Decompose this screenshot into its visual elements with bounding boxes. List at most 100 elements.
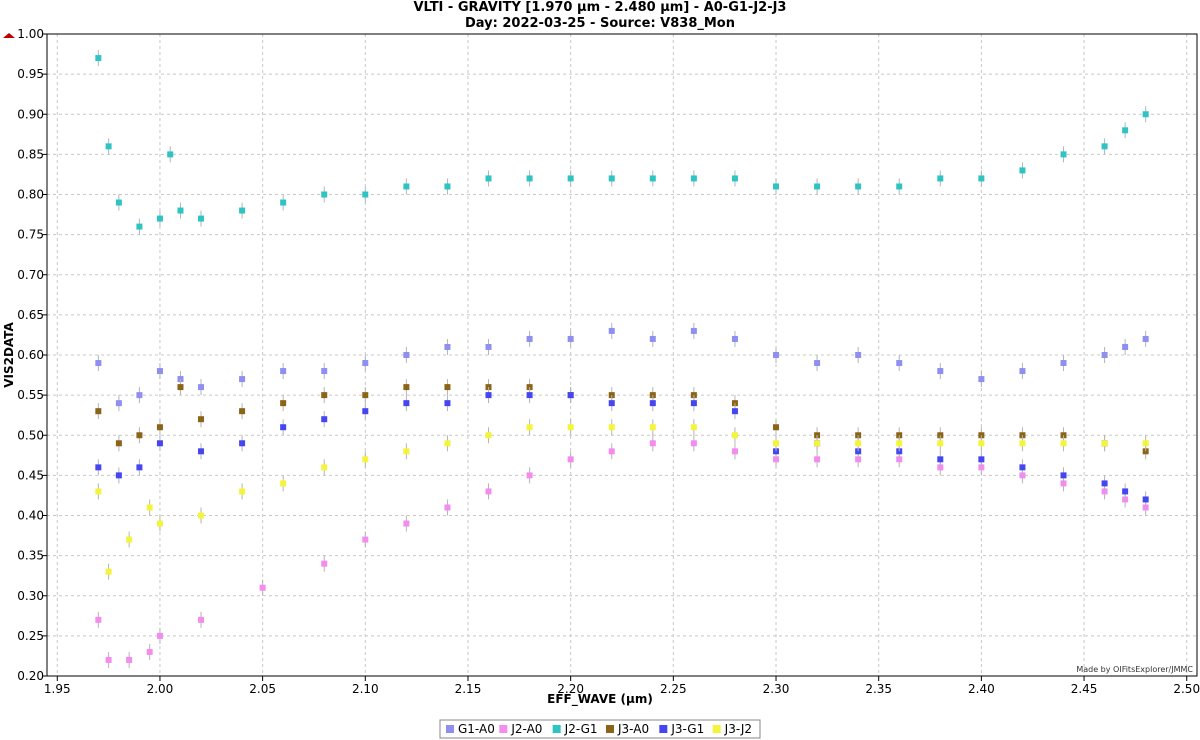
series-j2-g1	[95, 50, 1149, 235]
legend-label: G1-A0	[458, 722, 495, 736]
series-j3-a0	[95, 379, 1149, 460]
credit-text: Made by OIFitsExplorer/JMMC	[1076, 665, 1193, 674]
data-point	[978, 464, 985, 471]
data-point	[280, 199, 287, 206]
data-point	[177, 384, 184, 391]
x-tick-label: 2.45	[1071, 682, 1098, 696]
data-point	[1019, 432, 1026, 439]
x-tick-label: 2.40	[968, 682, 995, 696]
data-point	[95, 464, 102, 471]
data-point	[1142, 448, 1149, 455]
data-point	[1060, 360, 1067, 367]
y-tick-label: 0.30	[17, 589, 44, 603]
data-point	[731, 432, 738, 439]
data-point	[1122, 496, 1129, 503]
data-point	[937, 432, 944, 439]
data-point	[1101, 440, 1108, 447]
data-point	[896, 440, 903, 447]
data-point	[731, 400, 738, 407]
chart-title: VLTI - GRAVITY [1.970 µm - 2.480 µm] - A…	[414, 0, 787, 15]
data-point	[403, 183, 410, 190]
data-point	[649, 335, 656, 342]
data-point	[115, 472, 122, 479]
data-point	[608, 327, 615, 334]
legend-swatch	[712, 725, 721, 733]
data-point	[937, 464, 944, 471]
y-tick-label: 0.50	[17, 428, 44, 442]
data-point	[690, 327, 697, 334]
y-axis-label: VIS2DATA	[2, 321, 16, 387]
data-point	[1142, 111, 1149, 118]
data-point	[362, 191, 369, 198]
data-point	[731, 175, 738, 182]
legend-swatch	[552, 725, 561, 733]
x-tick-label: 2.15	[455, 682, 482, 696]
data-point	[198, 616, 205, 623]
legend-swatch	[659, 725, 668, 733]
data-point	[526, 335, 533, 342]
data-point	[485, 488, 492, 495]
data-point	[1019, 440, 1026, 447]
data-point	[156, 215, 163, 222]
data-point	[321, 560, 328, 567]
data-point	[526, 384, 533, 391]
data-point	[1060, 472, 1067, 479]
data-point	[198, 215, 205, 222]
data-point	[1122, 127, 1129, 134]
data-point	[649, 400, 656, 407]
data-point	[126, 536, 133, 543]
y-tick-label: 0.75	[17, 228, 44, 242]
data-point	[444, 504, 451, 511]
data-point	[937, 456, 944, 463]
plot-frame	[46, 33, 1198, 677]
data-point	[855, 456, 862, 463]
data-point	[362, 536, 369, 543]
data-points	[95, 50, 1149, 668]
data-point	[649, 424, 656, 431]
data-point	[105, 143, 112, 150]
data-point	[403, 352, 410, 358]
data-point	[321, 464, 328, 471]
data-point	[1101, 352, 1108, 358]
x-tick-label: 2.10	[352, 682, 379, 696]
y-tick-label: 0.85	[17, 147, 44, 161]
data-point	[649, 392, 656, 399]
data-point	[937, 175, 944, 182]
data-point	[136, 432, 143, 439]
data-point	[855, 352, 862, 358]
data-point	[731, 448, 738, 455]
axis-ticks: 1.95 2.00 2.05 2.10 2.15 2.20 2.25 2.30 2.35 2.40…	[17, 27, 1200, 696]
data-point	[259, 584, 266, 591]
data-point	[814, 360, 821, 367]
data-point	[239, 408, 246, 415]
data-point	[444, 384, 451, 391]
data-point	[444, 183, 451, 190]
legend-label: J3-A0	[617, 722, 649, 736]
y-tick-label: 0.20	[17, 669, 44, 683]
data-point	[280, 368, 287, 375]
data-point	[814, 440, 821, 447]
data-point	[690, 400, 697, 407]
scroll-up-arrow-icon[interactable]	[3, 33, 15, 38]
x-axis-label: EFF_WAVE (µm)	[547, 692, 653, 707]
y-tick-label: 0.45	[17, 468, 44, 482]
x-tick-label: 2.20	[557, 682, 584, 696]
series-j3-j2	[95, 419, 1149, 580]
data-point	[485, 392, 492, 399]
data-point	[280, 480, 287, 487]
data-point	[239, 376, 246, 383]
data-point	[773, 424, 780, 431]
data-point	[177, 207, 184, 214]
legend-swatch	[446, 725, 454, 733]
legend-swatch	[606, 725, 614, 733]
x-tick-label: 2.50	[1173, 682, 1200, 696]
x-tick-label: 1.95	[44, 682, 71, 696]
data-point	[485, 432, 492, 439]
data-point	[567, 424, 574, 431]
data-point	[95, 488, 102, 495]
data-point	[855, 440, 862, 447]
data-point	[608, 392, 615, 399]
data-point	[773, 352, 780, 358]
